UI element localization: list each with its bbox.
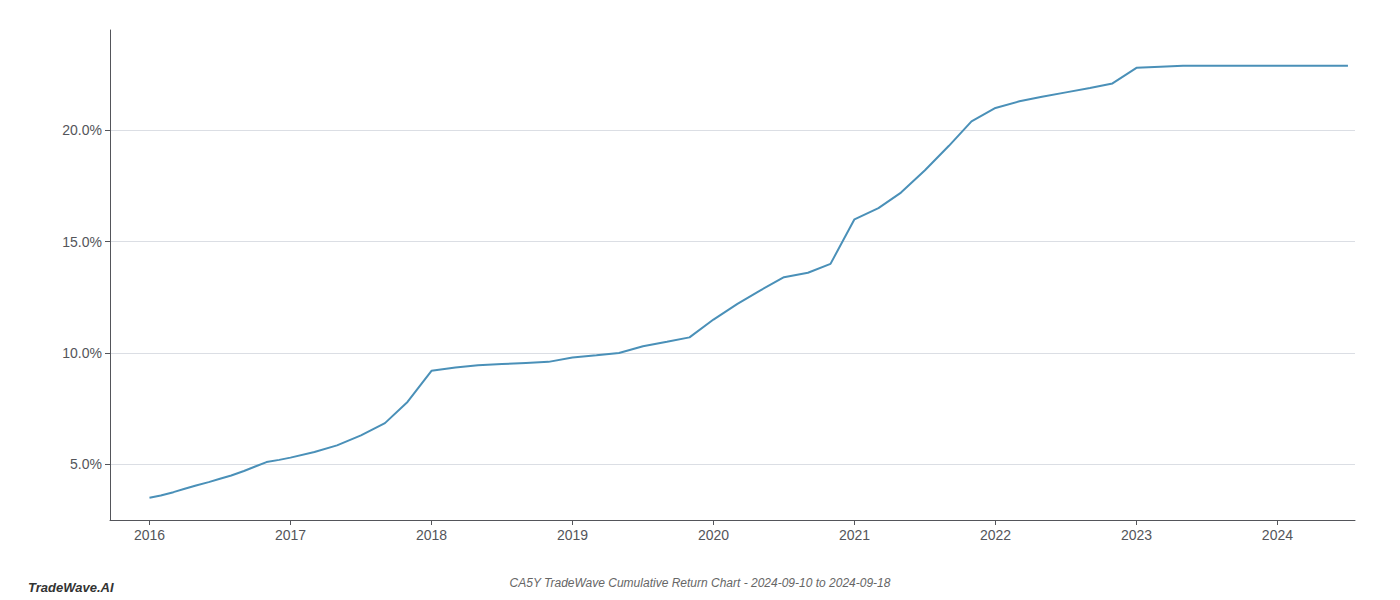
svg-text:2018: 2018: [416, 527, 447, 543]
svg-text:2016: 2016: [134, 527, 165, 543]
svg-text:2023: 2023: [1121, 527, 1152, 543]
svg-text:5.0%: 5.0%: [70, 456, 102, 472]
svg-text:2024: 2024: [1262, 527, 1293, 543]
svg-text:CA5Y TradeWave Cumulative Retu: CA5Y TradeWave Cumulative Return Chart -…: [510, 576, 891, 590]
svg-text:2021: 2021: [839, 527, 870, 543]
svg-text:2017: 2017: [275, 527, 306, 543]
svg-text:2022: 2022: [980, 527, 1011, 543]
svg-text:20.0%: 20.0%: [62, 122, 102, 138]
svg-text:TradeWave.AI: TradeWave.AI: [28, 580, 114, 595]
svg-text:10.0%: 10.0%: [62, 345, 102, 361]
svg-text:2020: 2020: [698, 527, 729, 543]
svg-text:2019: 2019: [557, 527, 588, 543]
svg-text:15.0%: 15.0%: [62, 234, 102, 250]
